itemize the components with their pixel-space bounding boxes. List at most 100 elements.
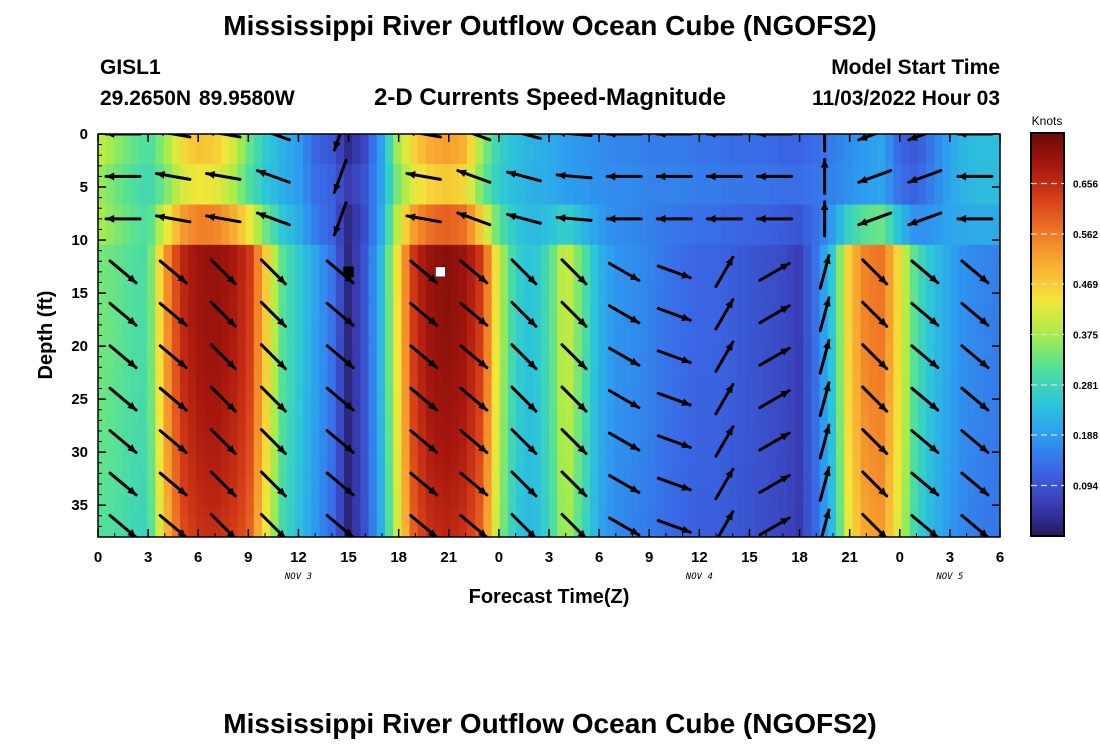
heatmap-cell — [188, 325, 197, 337]
heatmap-cell — [294, 416, 304, 427]
heatmap-cell — [975, 164, 985, 175]
heatmap-cell — [368, 244, 378, 256]
heatmap-cell — [98, 325, 107, 337]
heatmap-cell — [196, 214, 206, 226]
heatmap-cell — [278, 476, 288, 488]
heatmap-cell — [434, 285, 443, 296]
heatmap-cell — [893, 406, 903, 417]
heatmap-cell — [983, 516, 993, 528]
heatmap-cell — [417, 315, 427, 327]
heatmap-cell — [934, 315, 944, 327]
heatmap-cell — [885, 184, 894, 196]
heatmap-cell — [967, 174, 976, 185]
heatmap-cell — [106, 436, 115, 447]
heatmap-cell — [475, 375, 484, 387]
heatmap-cell — [918, 335, 927, 347]
heatmap-cell — [516, 526, 525, 537]
heatmap-cell — [385, 365, 394, 377]
heatmap-cell — [229, 456, 238, 468]
heatmap-cell — [950, 164, 960, 175]
heatmap-cell — [663, 516, 673, 528]
current-arrow — [510, 385, 538, 413]
heatmap-cell — [885, 365, 894, 377]
heatmap-cell — [836, 264, 845, 276]
heatmap-cell — [483, 305, 493, 316]
heatmap-cell — [786, 466, 796, 478]
heatmap-cell — [893, 305, 903, 316]
date-label: NOV 5 — [935, 572, 963, 582]
heatmap-cell — [557, 416, 566, 427]
heatmap-cell — [221, 194, 230, 206]
heatmap-cell — [786, 375, 796, 387]
heatmap-cell — [499, 395, 509, 407]
heatmap-cell — [918, 446, 927, 457]
heatmap-cell — [852, 436, 862, 447]
heatmap-cell — [524, 496, 534, 508]
heatmap-cell — [827, 154, 837, 165]
heatmap-cell — [639, 395, 648, 407]
heatmap-cell — [524, 446, 534, 457]
heatmap-cell — [294, 234, 304, 246]
heatmap-cell — [827, 275, 837, 286]
heatmap-cell — [737, 244, 747, 256]
heatmap-cell — [762, 486, 771, 498]
heatmap-cell — [114, 375, 124, 387]
heatmap-cell — [270, 164, 279, 175]
heatmap-cell — [262, 184, 271, 196]
heatmap-cell — [139, 325, 148, 337]
heatmap-cell — [942, 184, 952, 196]
heatmap-cell — [729, 174, 739, 185]
heatmap-cell — [729, 234, 739, 246]
heatmap-cell — [532, 335, 542, 347]
heatmap-cell — [713, 345, 722, 357]
heatmap-cell — [311, 385, 320, 397]
heatmap-cell — [114, 325, 124, 337]
heatmap-cell — [950, 254, 960, 266]
heatmap-cell — [557, 264, 566, 276]
heatmap-cell — [212, 476, 222, 488]
heatmap-cell — [458, 164, 468, 175]
heatmap-cell — [475, 345, 484, 357]
heatmap-cell — [590, 446, 599, 457]
heatmap-cell — [253, 194, 263, 206]
heatmap-cell — [549, 174, 558, 185]
heatmap-cell — [303, 406, 312, 417]
heatmap-cell — [311, 325, 320, 337]
heatmap-cell — [844, 385, 853, 397]
heatmap-cell — [147, 214, 156, 226]
heatmap-cell — [967, 436, 976, 447]
current-arrow — [259, 343, 287, 371]
heatmap-cell — [491, 375, 501, 387]
heatmap-cell — [983, 416, 993, 427]
heatmap-cell — [524, 234, 534, 246]
heatmap-cell — [155, 436, 165, 447]
heatmap-cell — [491, 335, 501, 347]
heatmap-cell — [409, 355, 419, 367]
heatmap-cell — [196, 295, 206, 306]
heatmap-cell — [901, 516, 911, 528]
heatmap-cell — [901, 275, 911, 286]
heatmap-cell — [483, 174, 493, 185]
heatmap-cell — [672, 264, 681, 276]
heatmap-cell — [549, 224, 558, 236]
heatmap-cell — [893, 466, 903, 478]
heatmap-cell — [631, 516, 640, 528]
heatmap-cell — [98, 345, 107, 357]
heatmap-cell — [180, 345, 189, 357]
heatmap-cell — [417, 234, 427, 246]
heatmap-cell — [721, 526, 730, 537]
heatmap-cell — [385, 426, 394, 437]
heatmap-cell — [368, 416, 378, 427]
heatmap-cell — [909, 285, 919, 296]
heatmap-cell — [631, 144, 640, 155]
heatmap-cell — [286, 275, 296, 286]
heatmap-cell — [647, 254, 657, 266]
heatmap-cell — [130, 295, 140, 306]
station-location: 29.2650N 89.9580W — [100, 87, 295, 110]
heatmap-cell — [573, 184, 583, 196]
heatmap-cell — [754, 436, 763, 447]
heatmap-cell — [819, 335, 829, 347]
heatmap-cell — [729, 144, 739, 155]
heatmap-cell — [557, 315, 566, 327]
heatmap-cell — [499, 406, 509, 417]
